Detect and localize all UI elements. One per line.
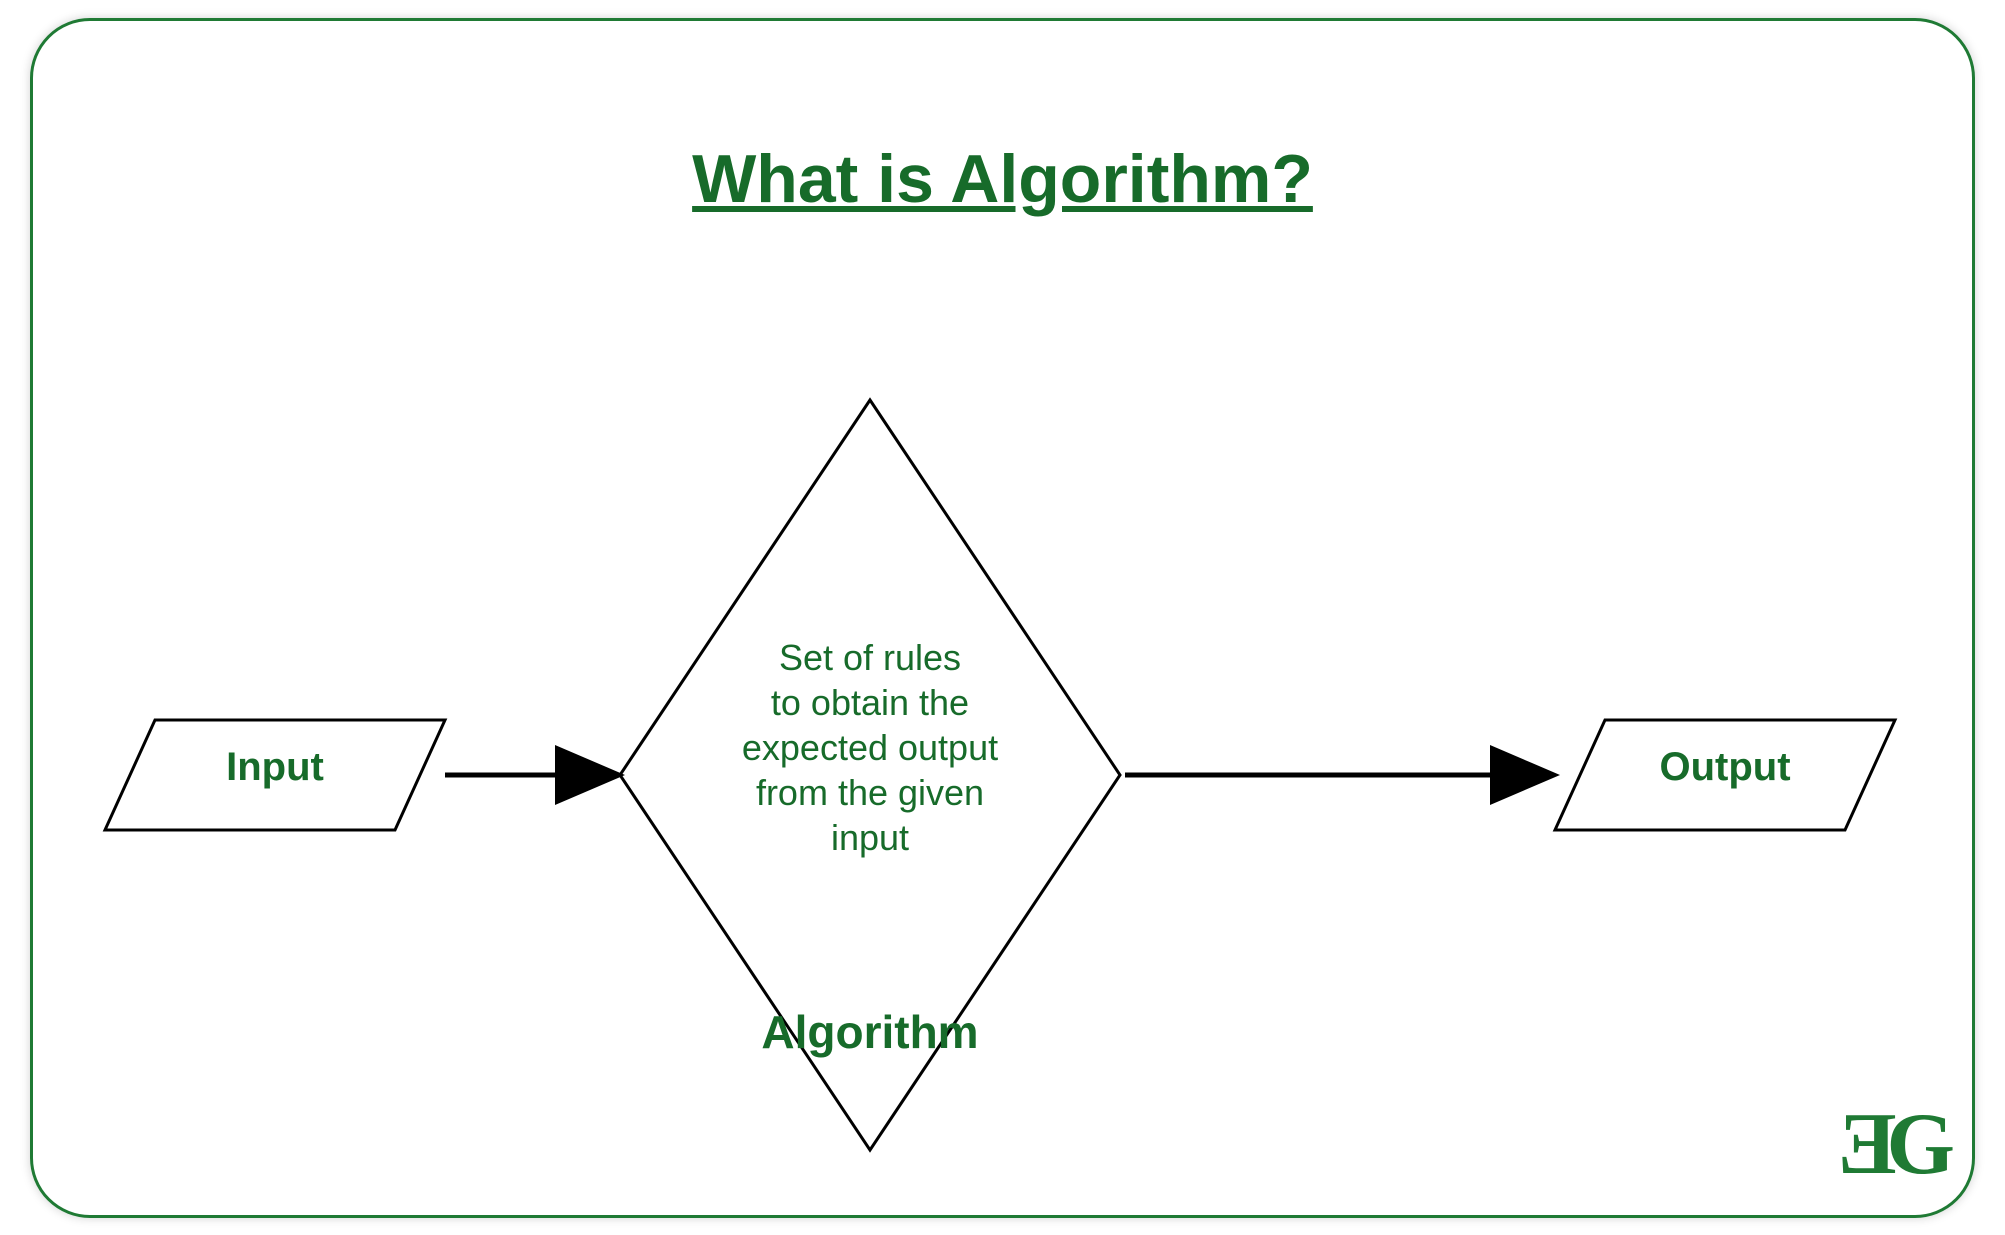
process-node-sublabel: Algorithm	[730, 1005, 1010, 1059]
brand-logo-icon: ƎG	[1838, 1094, 1945, 1195]
process-node-text: Set of rulesto obtain theexpected output…	[720, 635, 1020, 860]
input-node-label: Input	[160, 745, 390, 790]
output-node-label: Output	[1605, 745, 1845, 790]
